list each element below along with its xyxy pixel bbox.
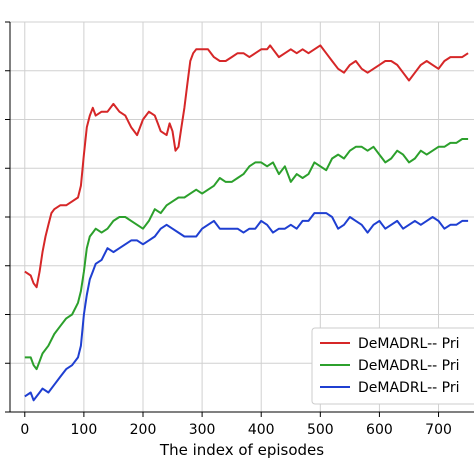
grid bbox=[10, 21, 474, 413]
x-tick-label: 400 bbox=[248, 422, 275, 438]
series-lines bbox=[24, 44, 469, 402]
ticks: 0 100 200 300 400 500 600 700 bbox=[5, 21, 452, 438]
legend-label-3: DeMADRL-- Pri bbox=[358, 380, 460, 396]
x-tick-label: 500 bbox=[307, 422, 334, 438]
x-tick-label: 100 bbox=[71, 422, 98, 438]
x-tick-label: 200 bbox=[130, 422, 157, 438]
legend-label-1: DeMADRL-- Pri bbox=[358, 336, 460, 352]
legend-box bbox=[311, 327, 474, 405]
series-line-1 bbox=[24, 44, 469, 289]
x-tick-label: 300 bbox=[189, 422, 216, 438]
legend-label-2: DeMADRL-- Pri bbox=[358, 358, 460, 374]
x-tick-label: 600 bbox=[366, 422, 393, 438]
series-line-2 bbox=[24, 138, 469, 371]
legend: DeMADRL-- Pri DeMADRL-- Pri DeMADRL-- Pri bbox=[311, 327, 474, 405]
x-tick-label: 700 bbox=[425, 422, 452, 438]
x-axis-label: The index of episodes bbox=[159, 441, 324, 459]
series-line-3 bbox=[24, 212, 469, 402]
x-tick-label: 0 bbox=[20, 422, 29, 438]
